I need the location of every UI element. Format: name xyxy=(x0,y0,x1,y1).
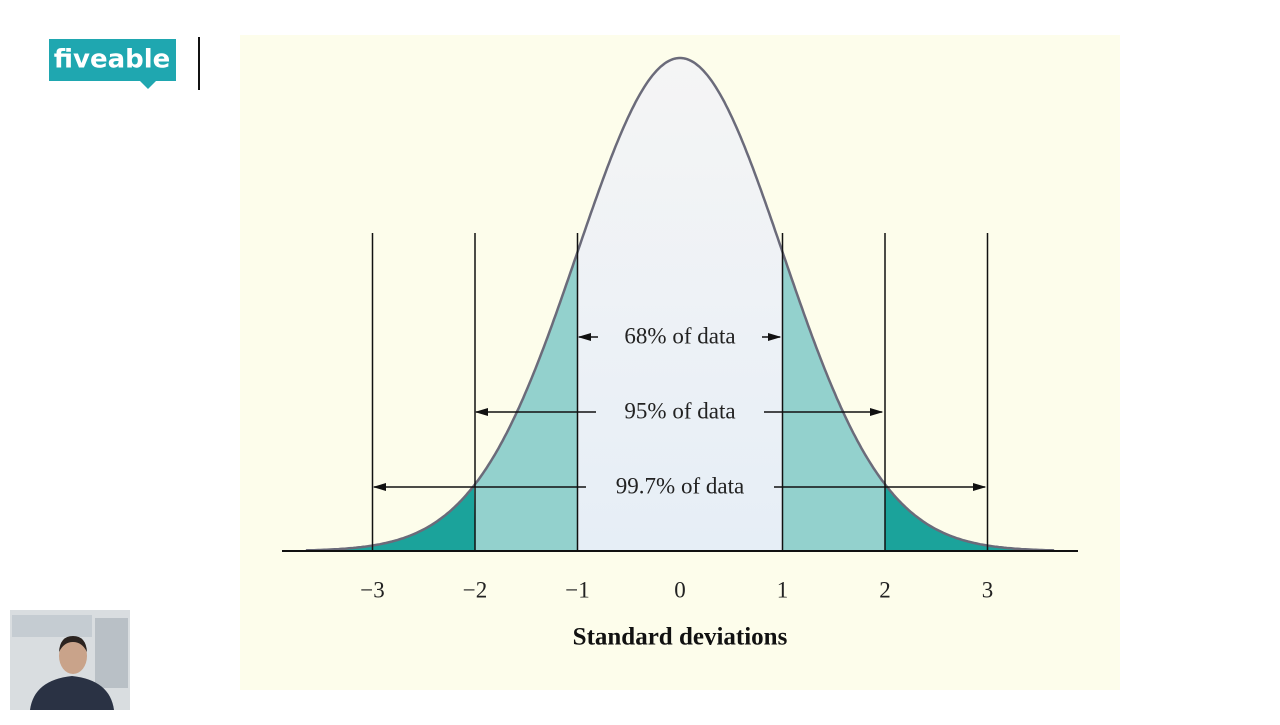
logo-tip xyxy=(140,81,156,89)
webcam-body xyxy=(30,676,114,710)
webcam xyxy=(10,610,130,710)
webcam-board xyxy=(12,615,92,637)
logo-box xyxy=(49,39,176,81)
range-label: 95% of data xyxy=(624,398,735,423)
range-label: 68% of data xyxy=(624,323,735,348)
webcam-wall xyxy=(95,618,128,688)
curve-region xyxy=(577,58,783,551)
x-tick-label: −3 xyxy=(360,577,384,602)
curve-region xyxy=(305,485,475,551)
webcam-head xyxy=(59,638,87,674)
x-tick-label: −1 xyxy=(565,577,589,602)
x-tick-label: 0 xyxy=(674,577,686,602)
webcam-hair xyxy=(59,636,87,652)
normal-curve xyxy=(305,56,1055,552)
range-arrows xyxy=(372,332,987,492)
logo-text: fiveable xyxy=(54,45,171,75)
diagram xyxy=(305,56,1055,552)
range-label: 99.7% of data xyxy=(616,473,744,498)
x-tick-label: 3 xyxy=(982,577,994,602)
curve-region xyxy=(885,484,1055,551)
x-tick-label: 1 xyxy=(777,577,789,602)
x-tick-label: −2 xyxy=(463,577,487,602)
x-tick-label: 2 xyxy=(879,577,891,602)
x-axis-label: Standard deviations xyxy=(573,624,788,651)
